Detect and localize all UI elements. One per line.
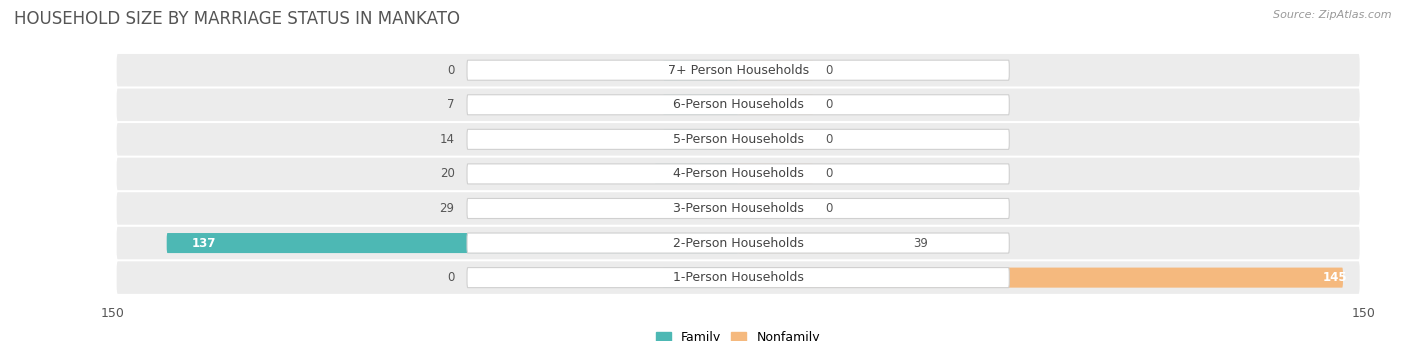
Text: Source: ZipAtlas.com: Source: ZipAtlas.com [1274, 10, 1392, 20]
FancyBboxPatch shape [738, 129, 813, 149]
Text: 1-Person Households: 1-Person Households [672, 271, 804, 284]
FancyBboxPatch shape [467, 233, 1010, 253]
FancyBboxPatch shape [117, 54, 1360, 87]
Text: 6-Person Households: 6-Person Households [672, 98, 804, 111]
FancyBboxPatch shape [467, 95, 1010, 115]
FancyBboxPatch shape [664, 60, 738, 80]
FancyBboxPatch shape [467, 164, 1010, 184]
FancyBboxPatch shape [664, 268, 738, 288]
Text: 0: 0 [447, 271, 454, 284]
FancyBboxPatch shape [117, 261, 1360, 294]
FancyBboxPatch shape [617, 198, 738, 219]
FancyBboxPatch shape [738, 95, 813, 115]
Text: 0: 0 [825, 167, 834, 180]
FancyBboxPatch shape [117, 227, 1360, 259]
Text: 0: 0 [825, 98, 834, 111]
Text: 2-Person Households: 2-Person Households [672, 237, 804, 250]
Text: 20: 20 [440, 167, 454, 180]
Text: 0: 0 [447, 64, 454, 77]
Text: 0: 0 [825, 133, 834, 146]
FancyBboxPatch shape [655, 164, 738, 184]
FancyBboxPatch shape [467, 60, 1010, 80]
Text: HOUSEHOLD SIZE BY MARRIAGE STATUS IN MANKATO: HOUSEHOLD SIZE BY MARRIAGE STATUS IN MAN… [14, 10, 460, 28]
Text: 3-Person Households: 3-Person Households [672, 202, 804, 215]
FancyBboxPatch shape [467, 129, 1010, 149]
FancyBboxPatch shape [167, 233, 738, 253]
Text: 0: 0 [825, 64, 834, 77]
Text: 39: 39 [914, 237, 928, 250]
FancyBboxPatch shape [117, 192, 1360, 225]
Text: 4-Person Households: 4-Person Households [672, 167, 804, 180]
FancyBboxPatch shape [738, 198, 813, 219]
FancyBboxPatch shape [738, 164, 813, 184]
Text: 7+ Person Households: 7+ Person Households [668, 64, 808, 77]
Text: 5-Person Households: 5-Person Households [672, 133, 804, 146]
FancyBboxPatch shape [738, 60, 813, 80]
Legend: Family, Nonfamily: Family, Nonfamily [651, 326, 825, 341]
FancyBboxPatch shape [467, 198, 1010, 219]
FancyBboxPatch shape [467, 268, 1010, 288]
FancyBboxPatch shape [738, 268, 1343, 288]
FancyBboxPatch shape [738, 233, 901, 253]
FancyBboxPatch shape [117, 158, 1360, 190]
FancyBboxPatch shape [117, 89, 1360, 121]
Text: 29: 29 [440, 202, 454, 215]
Text: 7: 7 [447, 98, 454, 111]
FancyBboxPatch shape [664, 129, 738, 149]
FancyBboxPatch shape [117, 123, 1360, 155]
FancyBboxPatch shape [664, 95, 738, 115]
Text: 14: 14 [440, 133, 454, 146]
Text: 0: 0 [825, 202, 834, 215]
Text: 137: 137 [191, 237, 217, 250]
Text: 145: 145 [1323, 271, 1347, 284]
